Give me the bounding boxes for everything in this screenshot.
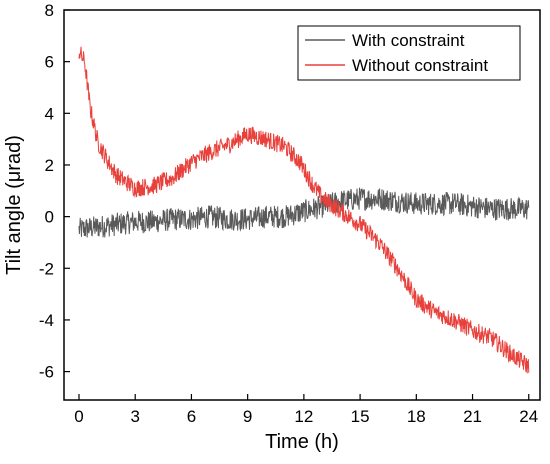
x-tick-label: 9 bbox=[243, 407, 252, 426]
series-layer bbox=[78, 46, 530, 374]
y-tick-label: 8 bbox=[45, 1, 54, 20]
series-line-without-constraint bbox=[78, 46, 530, 374]
y-tick-label: -6 bbox=[39, 363, 54, 382]
x-tick-label: 6 bbox=[187, 407, 196, 426]
y-tick-label: -2 bbox=[39, 259, 54, 278]
y-tick-label: 0 bbox=[45, 208, 54, 227]
y-tick-label: -4 bbox=[39, 311, 54, 330]
y-tick-label: 6 bbox=[45, 53, 54, 72]
x-tick-label: 24 bbox=[519, 407, 538, 426]
x-tick-label: 3 bbox=[130, 407, 139, 426]
x-tick-label: 0 bbox=[74, 407, 83, 426]
y-tick-label: 2 bbox=[45, 156, 54, 175]
x-tick-label: 12 bbox=[294, 407, 313, 426]
x-axis-title: Time (h) bbox=[265, 431, 339, 453]
x-tick-label: 18 bbox=[407, 407, 426, 426]
x-tick-label: 15 bbox=[351, 407, 370, 426]
legend-label-with-constraint: With constraint bbox=[352, 31, 465, 50]
legend-label-without-constraint: Without constraint bbox=[352, 56, 488, 75]
y-axis-title: Tilt angle (μrad) bbox=[3, 135, 25, 275]
legend: With constraint Without constraint bbox=[297, 25, 521, 81]
y-tick-label: 4 bbox=[45, 104, 54, 123]
plot-frame bbox=[63, 9, 541, 401]
x-tick-label: 21 bbox=[463, 407, 482, 426]
legend-box bbox=[297, 25, 521, 81]
series-line-with-constraint bbox=[78, 187, 530, 238]
